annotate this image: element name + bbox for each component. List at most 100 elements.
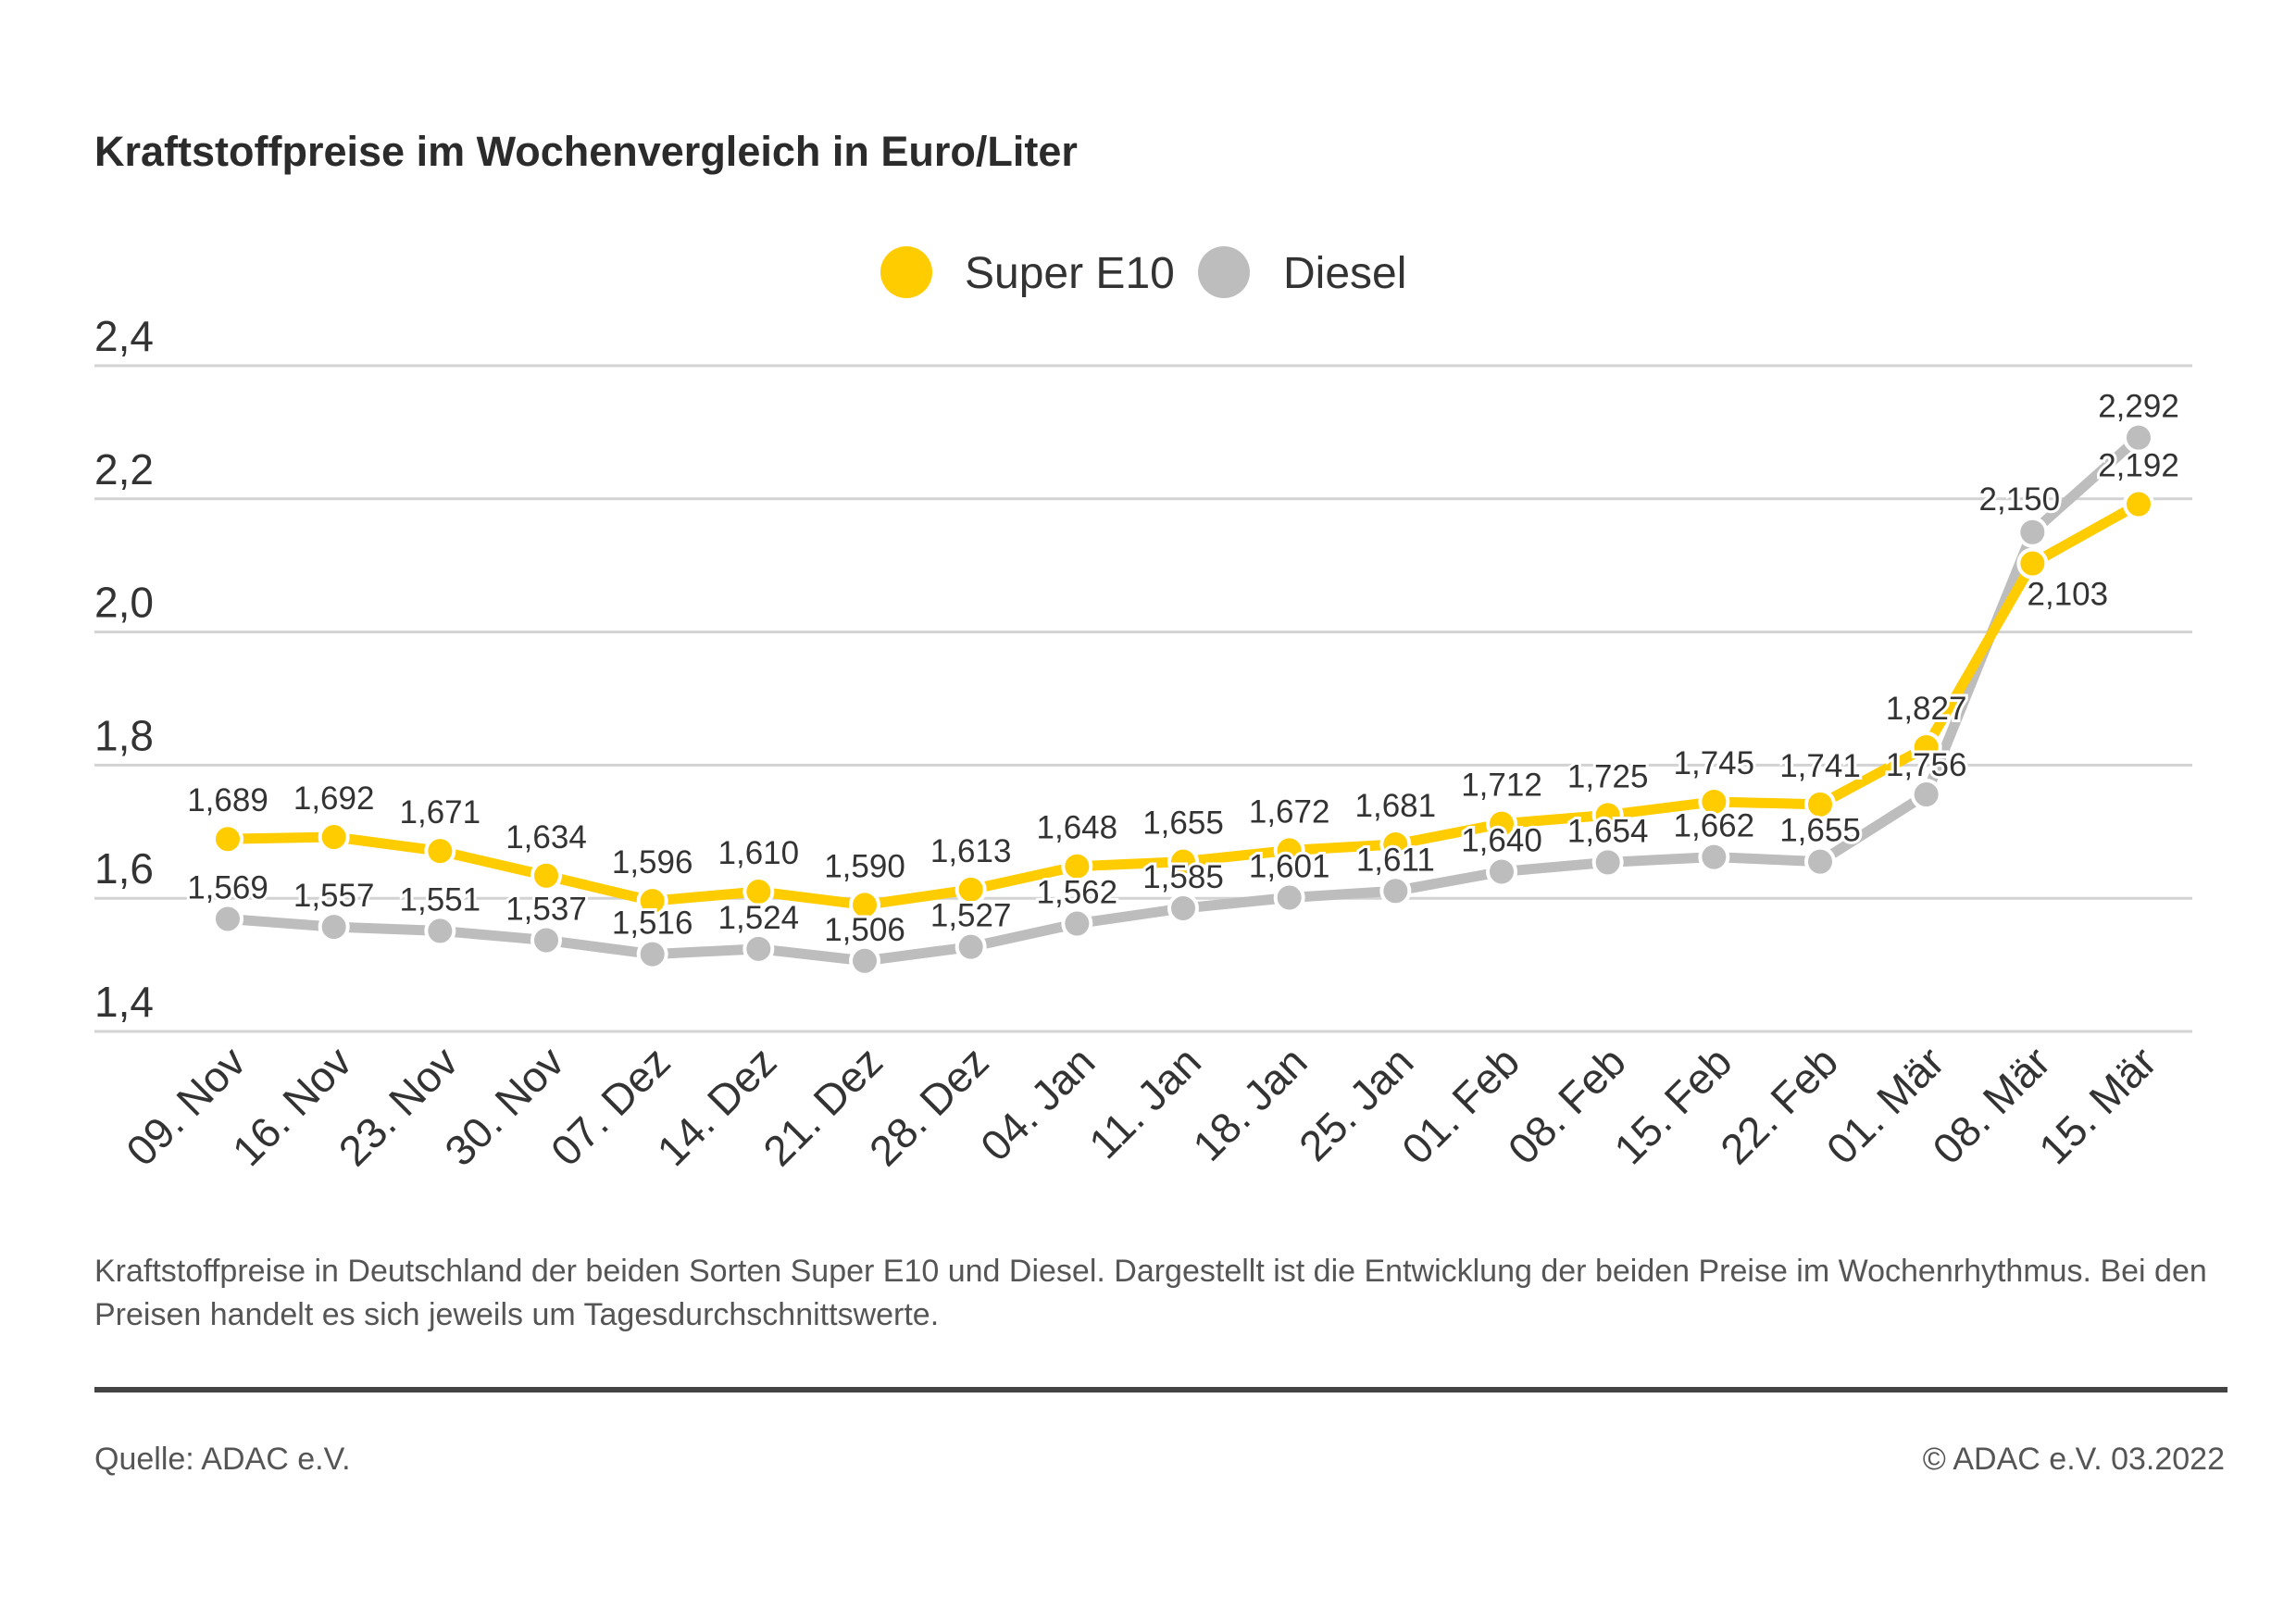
super-e10-point xyxy=(849,889,880,921)
x-tick-label: 11. Jan xyxy=(1079,1037,1210,1168)
super-e10-data-label: 1,613 xyxy=(930,833,1012,869)
diesel-data-label: 1,537 xyxy=(505,891,587,927)
y-tick-label: 2,2 xyxy=(94,445,154,493)
diesel-data-label: 1,516 xyxy=(612,905,693,942)
super-e10-data-label: 1,610 xyxy=(718,835,800,871)
x-tick-label: 28. Dez xyxy=(860,1037,998,1175)
diesel-data-label: 1,557 xyxy=(293,878,375,914)
diesel-point xyxy=(1698,841,1730,873)
diesel-data-label: 1,654 xyxy=(1567,813,1649,849)
diesel-point xyxy=(1486,855,1517,888)
super-e10-data-label: 1,634 xyxy=(505,819,587,855)
diesel-data-label: 1,662 xyxy=(1674,808,1755,844)
diesel-data-label: 1,527 xyxy=(930,898,1012,934)
x-tick-label: 07. Dez xyxy=(542,1037,680,1175)
diesel-point xyxy=(1379,875,1412,907)
chart-description: Kraftstoffpreise in Deutschland der beid… xyxy=(94,1254,2207,1332)
diesel-point xyxy=(1591,846,1624,879)
x-tick-label: 16. Nov xyxy=(223,1037,361,1175)
copyright-note: © ADAC e.V. 03.2022 xyxy=(1922,1442,2225,1477)
super-e10-point xyxy=(1167,845,1199,878)
y-tick-label: 2,0 xyxy=(94,579,154,627)
x-tick-label: 15. Mär xyxy=(2029,1037,2165,1173)
super-e10-data-label: 1,741 xyxy=(1779,748,1861,784)
super-e10-point xyxy=(1910,731,1942,763)
super-e10-point xyxy=(2123,488,2154,520)
x-tick-label: 04. Jan xyxy=(971,1037,1104,1169)
diesel-data-label: 2,150 xyxy=(1979,481,2061,518)
diesel-point xyxy=(1804,845,1836,878)
diesel-point xyxy=(742,932,775,965)
diesel-data-label: 1,611 xyxy=(1356,842,1435,878)
super-e10-data-label: 1,681 xyxy=(1355,788,1437,824)
x-tick-label: 14. Dez xyxy=(648,1037,786,1175)
legend-super-e10-marker xyxy=(880,246,932,298)
super-e10-data-label: 1,745 xyxy=(1674,745,1755,781)
super-e10-data-label: 1,725 xyxy=(1567,758,1649,794)
super-e10-point xyxy=(1379,828,1412,860)
super-e10-point xyxy=(530,859,562,892)
super-e10-data-label: 1,590 xyxy=(824,848,905,884)
diesel-data-label: 1,562 xyxy=(1037,875,1118,911)
x-tick-label: 01. Mär xyxy=(1817,1037,1953,1173)
diesel-data-label: 2,292 xyxy=(2098,389,2179,425)
diesel-point xyxy=(318,911,350,943)
diesel-point xyxy=(1167,892,1199,924)
super-e10-data-label: 2,192 xyxy=(2098,448,2179,484)
super-e10-point xyxy=(424,835,456,868)
diesel-point xyxy=(849,944,880,977)
legend: Super E10 Diesel xyxy=(0,246,2296,302)
diesel-point xyxy=(1273,881,1305,914)
super-e10-point xyxy=(212,823,243,855)
legend-super-e10-label: Super E10 xyxy=(965,249,1175,298)
super-e10-point xyxy=(636,885,668,918)
super-e10-data-label: 1,596 xyxy=(612,844,693,880)
diesel-point xyxy=(1061,907,1093,940)
diesel-data-label: 1,640 xyxy=(1461,822,1542,858)
super-e10-point xyxy=(1273,834,1305,867)
super-e10-point xyxy=(1698,785,1730,818)
source-note: Quelle: ADAC e.V. xyxy=(94,1442,351,1477)
diesel-data-label: 1,506 xyxy=(824,912,905,948)
super-e10-data-label: 1,655 xyxy=(1142,806,1224,842)
super-e10-data-label: 1,692 xyxy=(293,781,375,817)
x-tick-label: 30. Nov xyxy=(435,1037,573,1175)
x-tick-label: 01. Feb xyxy=(1392,1037,1529,1173)
x-tick-label: 23. Nov xyxy=(330,1037,468,1175)
x-tick-label: 22. Feb xyxy=(1711,1037,1847,1173)
diesel-point xyxy=(530,924,562,956)
super-e10-data-label: 2,103 xyxy=(2028,577,2109,613)
diesel-point xyxy=(955,930,987,963)
super-e10-point xyxy=(318,821,350,854)
super-e10-point xyxy=(1804,788,1836,820)
legend-diesel-marker xyxy=(1198,246,1250,298)
diesel-data-label: 1,756 xyxy=(1886,747,1967,783)
diesel-data-label: 1,524 xyxy=(718,900,800,936)
x-tick-label: 08. Mär xyxy=(1923,1037,2059,1173)
diesel-data-label: 1,601 xyxy=(1249,848,1330,884)
y-tick-label: 1,4 xyxy=(94,978,154,1026)
super-e10-data-label: 1,671 xyxy=(400,794,481,830)
super-e10-data-label: 1,672 xyxy=(1249,793,1330,830)
y-tick-label: 1,8 xyxy=(94,711,154,759)
diesel-data-label: 1,569 xyxy=(187,869,268,905)
super-e10-point xyxy=(2016,547,2049,580)
super-e10-point xyxy=(1061,850,1093,882)
y-tick-label: 1,6 xyxy=(94,844,154,893)
chart-title: Kraftstoffpreise im Wochenvergleich in E… xyxy=(94,128,1078,175)
x-tick-label: 08. Feb xyxy=(1499,1037,1635,1173)
super-e10-point xyxy=(1591,799,1624,831)
diesel-data-label: 1,655 xyxy=(1779,813,1861,849)
diesel-point xyxy=(2016,516,2049,548)
legend-diesel-label: Diesel xyxy=(1283,249,1407,298)
diesel-point xyxy=(2123,421,2154,454)
super-e10-point xyxy=(742,876,775,908)
super-e10-data-label: 1,648 xyxy=(1037,810,1118,846)
super-e10-data-label: 1,827 xyxy=(1886,691,1967,727)
x-tick-label: 09. Nov xyxy=(117,1037,255,1175)
super-e10-data-label: 1,712 xyxy=(1461,768,1542,804)
diesel-point xyxy=(424,915,456,947)
y-tick-label: 2,4 xyxy=(94,312,154,360)
diesel-point xyxy=(1910,779,1942,811)
diesel-point xyxy=(212,903,243,935)
